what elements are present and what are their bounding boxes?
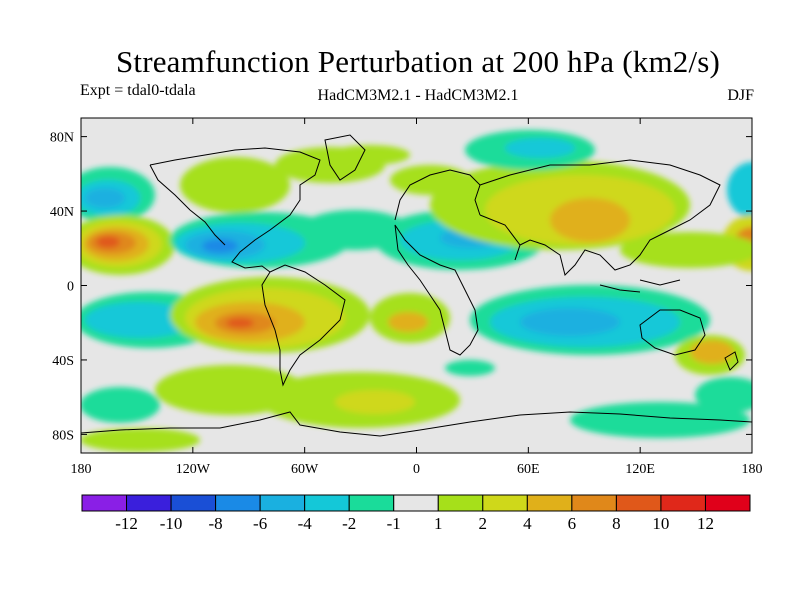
- y-tick-label: 80N: [50, 131, 74, 146]
- colorbar-swatch: [571, 494, 617, 512]
- colorbar-swatch: [259, 494, 306, 512]
- season-label: DJF: [727, 87, 754, 104]
- colorbar-label: -10: [160, 514, 183, 533]
- y-tick-label: 0: [67, 280, 74, 295]
- coastlines: [81, 134, 752, 437]
- colorbar-swatch: [437, 494, 484, 512]
- x-tick-label: 180: [71, 462, 92, 477]
- colorbar-label: 2: [479, 514, 488, 533]
- colorbar-swatch: [615, 494, 662, 512]
- colorbar-label: 4: [523, 514, 532, 533]
- colorbar-label: -2: [342, 514, 356, 533]
- colorbar: -12 -10 -8 -6 -4 -2 -1 1 2 4 6 8 10 12: [81, 494, 751, 533]
- y-tick-label: 40N: [50, 205, 74, 220]
- experiment-label: Expt = tdal0-tdala: [80, 82, 196, 99]
- x-tick-label: 60E: [517, 462, 540, 477]
- colorbar-swatch: [170, 494, 217, 512]
- colorbar-swatch: [348, 494, 395, 512]
- x-tick-label: 120W: [176, 462, 211, 477]
- colorbar-swatch: [81, 494, 128, 512]
- colorbar-label: 6: [568, 514, 577, 533]
- colorbar-swatch: [215, 494, 261, 512]
- y-tick-label: 40S: [52, 354, 74, 369]
- colorbar-label: -4: [298, 514, 313, 533]
- colorbar-label: 1: [434, 514, 443, 533]
- colorbar-label: 8: [612, 514, 621, 533]
- colorbar-swatch: [126, 494, 172, 512]
- colorbar-label: -8: [209, 514, 223, 533]
- colorbar-swatch: [304, 494, 350, 512]
- x-tick-label: 0: [413, 462, 420, 477]
- colorbar-swatch: [660, 494, 706, 512]
- colorbar-label: 12: [697, 514, 714, 533]
- x-tick-label: 120E: [625, 462, 655, 477]
- colorbar-label: -12: [115, 514, 138, 533]
- x-tick-label: 60W: [291, 462, 319, 477]
- colorbar-swatch: [704, 494, 751, 512]
- colorbar-swatch: [482, 494, 528, 512]
- contour-fills: [81, 130, 752, 452]
- colorbar-swatch: [393, 494, 439, 512]
- colorbar-label: -6: [253, 514, 267, 533]
- axis-ticks: 180 120W 60W 0 60E 120E 180 80N 40N 0 40S 80S: [50, 118, 763, 477]
- colorbar-label: 10: [652, 514, 669, 533]
- colorbar-swatch: [526, 494, 573, 512]
- x-tick-label: 180: [742, 462, 763, 477]
- map-title: Streamfunction Perturbation at 200 hPa (…: [115, 44, 721, 79]
- y-tick-label: 80S: [52, 428, 74, 443]
- colorbar-label: -1: [387, 514, 401, 533]
- model-label: HadCM3M2.1 - HadCM3M2.1: [317, 87, 519, 104]
